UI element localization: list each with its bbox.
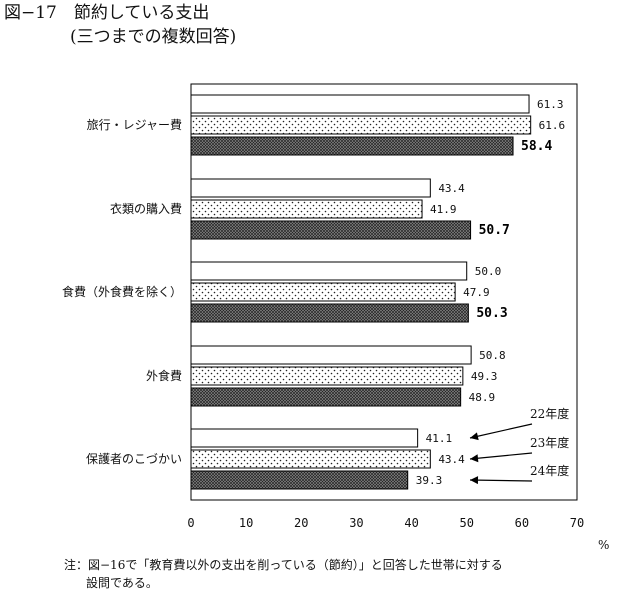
bar	[190, 282, 456, 302]
legend-label: 22年度	[530, 406, 569, 421]
legend-arrow	[469, 479, 533, 482]
bars-group	[190, 94, 532, 490]
value-label: 58.4	[521, 139, 552, 154]
legend-arrowhead	[470, 432, 479, 441]
bar	[190, 220, 472, 240]
bar	[190, 115, 532, 135]
x-tick-label: 20	[294, 516, 308, 530]
bar	[190, 366, 464, 386]
bar	[190, 470, 409, 490]
legend-arrowhead	[470, 454, 479, 463]
value-label: 61.6	[539, 119, 566, 132]
legend-arrow	[469, 423, 533, 439]
bar	[190, 428, 419, 448]
x-tick-label: 70	[570, 516, 584, 530]
x-tick-label: 0	[187, 516, 194, 530]
axis-unit: %	[598, 538, 610, 552]
legend-label: 24年度	[530, 463, 569, 478]
category-label: 旅行・レジャー費	[87, 117, 182, 132]
bar	[190, 387, 462, 407]
chart-title: 図−17 節約している支出	[4, 3, 210, 23]
x-tick-label: 10	[239, 516, 253, 530]
x-tick-label: 50	[459, 516, 473, 530]
x-tick-label: 40	[404, 516, 418, 530]
value-label: 49.3	[471, 370, 498, 383]
value-labels: 61.3 61.6 58.4 43.4 41.9 50.7 50.0 47.9 50.3 50.8…	[416, 98, 565, 487]
value-label: 48.9	[469, 391, 496, 404]
footnote-line-1: 注：図−16で「教育費以外の支出を削っている（節約）」と回答した世帯に対する	[64, 558, 503, 572]
chart-subtitle: (三つまでの複数回答)	[70, 27, 237, 47]
bar	[190, 345, 472, 365]
value-label: 61.3	[537, 98, 564, 111]
value-label: 50.3	[476, 306, 507, 321]
legend-label: 23年度	[530, 435, 569, 450]
legend: 22年度 23年度 24年度	[469, 406, 569, 485]
bar	[190, 178, 431, 198]
value-label: 50.0	[475, 265, 502, 278]
x-tick-label: 60	[515, 516, 529, 530]
legend-arrow	[469, 452, 533, 460]
category-label: 衣類の購入費	[110, 201, 182, 216]
x-tick-label: 30	[349, 516, 363, 530]
value-label: 41.1	[426, 432, 453, 445]
category-label: 外食費	[146, 368, 182, 383]
category-label: 保護者のこづかい	[86, 451, 182, 466]
bar	[190, 261, 468, 281]
bar	[190, 94, 530, 114]
bar	[190, 199, 423, 219]
bar	[190, 303, 469, 323]
value-label: 50.7	[479, 223, 510, 238]
value-label: 43.4	[438, 453, 465, 466]
value-label: 50.8	[479, 349, 506, 362]
bar	[190, 136, 514, 156]
category-label: 食費（外食費を除く）	[62, 284, 182, 299]
value-label: 43.4	[438, 182, 465, 195]
footnote-line-2: 設問である。	[86, 576, 158, 590]
x-axis-ticks: 0 10 20 30 40 50 60 70	[187, 516, 584, 530]
legend-arrowhead	[470, 476, 479, 485]
value-label: 47.9	[463, 286, 490, 299]
value-label: 39.3	[416, 474, 443, 487]
bar	[190, 449, 431, 469]
value-label: 41.9	[430, 203, 457, 216]
